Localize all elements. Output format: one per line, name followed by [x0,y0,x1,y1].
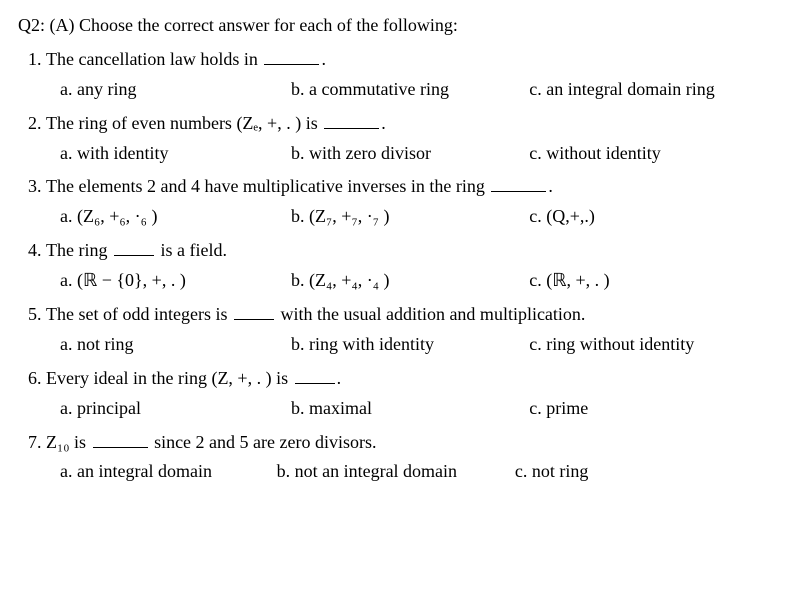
q3-stem-pre: The elements 2 and 4 have multiplicative… [46,176,489,196]
q7-options: a. an integral domain b. not an integral… [46,458,782,486]
q2-option-c: c. without identity [529,140,782,168]
q5-stem-pre: The set of odd integers is [46,304,232,324]
q4-stem-pre: The ring [46,240,112,260]
q5-stem-post: with the usual addition and multiplicati… [276,304,585,324]
blank [491,175,546,192]
q7-stem-post: since 2 and 5 are zero divisors. [150,432,377,452]
question-3: The elements 2 and 4 have multiplicative… [46,173,782,231]
q7-option-a: a. an integral domain [60,458,277,486]
q3-option-b: b. (Z₇, +₇, ·₇ ) [291,203,529,231]
blank [295,367,335,384]
q1-option-c: c. an integral domain ring [529,76,782,104]
blank [324,111,379,128]
q3-option-a: a. (Z₆, +₆, ·₆ ) [60,203,291,231]
q1-options: a. any ring b. a commutative ring c. an … [46,76,782,104]
q6-option-a: a. principal [60,395,291,423]
question-heading: Q2: (A) Choose the correct answer for ea… [18,12,782,40]
question-6: Every ideal in the ring (Z, +, . ) is . … [46,365,782,423]
q3-stem-post: . [548,176,553,196]
question-1: The cancellation law holds in . a. any r… [46,46,782,104]
question-4: The ring is a field. a. (ℝ − {0}, +, . )… [46,237,782,295]
question-5: The set of odd integers is with the usua… [46,301,782,359]
q4-option-a: a. (ℝ − {0}, +, . ) [60,267,291,295]
q6-stem-pre: Every ideal in the ring (Z, +, . ) is [46,368,293,388]
q3-option-c: c. (Q,+,.) [529,203,782,231]
blank [264,48,319,65]
q1-stem-post: . [321,49,326,69]
q4-stem-post: is a field. [156,240,227,260]
q4-options: a. (ℝ − {0}, +, . ) b. (Z₄, +₄, ·₄ ) c. … [46,267,782,295]
q7-option-b: b. not an integral domain [277,458,515,486]
q1-option-b: b. a commutative ring [291,76,529,104]
q2-options: a. with identity b. with zero divisor c.… [46,140,782,168]
q2-stem-post: . [381,113,386,133]
question-7: Z₁₀ is since 2 and 5 are zero divisors. … [46,429,782,487]
q6-option-b: b. maximal [291,395,529,423]
q5-option-c: c. ring without identity [529,331,782,359]
q2-option-b: b. with zero divisor [291,140,529,168]
q2-stem-pre: The ring of even numbers (Zₑ, +, . ) is [46,113,322,133]
q6-stem-post: . [337,368,342,388]
q3-options: a. (Z₆, +₆, ·₆ ) b. (Z₇, +₇, ·₇ ) c. (Q,… [46,203,782,231]
q2-option-a: a. with identity [60,140,291,168]
q5-option-a: a. not ring [60,331,291,359]
q6-options: a. principal b. maximal c. prime [46,395,782,423]
blank [234,303,274,320]
q4-option-b: b. (Z₄, +₄, ·₄ ) [291,267,529,295]
q6-option-c: c. prime [529,395,782,423]
q4-option-c: c. (ℝ, +, . ) [529,267,782,295]
q5-option-b: b. ring with identity [291,331,529,359]
question-list: The cancellation law holds in . a. any r… [18,46,782,486]
question-2: The ring of even numbers (Zₑ, +, . ) is … [46,110,782,168]
q1-stem-pre: The cancellation law holds in [46,49,262,69]
q5-options: a. not ring b. ring with identity c. rin… [46,331,782,359]
q7-stem-pre: Z₁₀ is [46,432,91,452]
q7-option-c: c. not ring [515,458,782,486]
blank [93,430,148,447]
blank [114,239,154,256]
q1-option-a: a. any ring [60,76,291,104]
